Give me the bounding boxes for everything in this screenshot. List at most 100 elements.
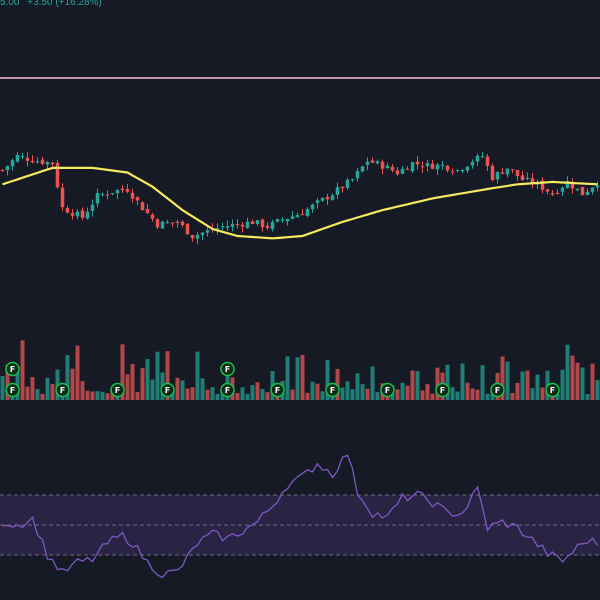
volume-bar (420, 390, 425, 400)
candle-body (15, 154, 20, 162)
candle-body (550, 193, 555, 195)
event-marker[interactable] (160, 382, 175, 398)
candle-body (295, 214, 300, 218)
volume-bar (220, 391, 225, 400)
candle-body (275, 219, 280, 222)
volume-bar (510, 392, 515, 400)
volume-bar (40, 393, 45, 400)
candle-body (290, 216, 295, 219)
volume-bar (70, 368, 75, 400)
candle-body (460, 170, 465, 172)
candle-body (165, 222, 170, 224)
event-marker[interactable] (270, 382, 285, 398)
candle-body (160, 221, 165, 229)
volume-bar (320, 391, 325, 400)
candle-body (565, 181, 570, 189)
volume-bar (95, 391, 100, 400)
event-marker-label: F (330, 386, 335, 395)
volume-bar (215, 393, 220, 400)
price-panel[interactable] (0, 77, 600, 244)
candle-body (500, 172, 505, 174)
candle-body (260, 219, 265, 228)
volume-bar (350, 389, 355, 400)
event-marker[interactable] (435, 382, 450, 398)
volume-bar (405, 385, 410, 400)
volume-bar (375, 392, 380, 400)
volume-bar (105, 393, 110, 400)
volume-bar (555, 393, 560, 400)
volume-panel[interactable]: F F F F F F F F F F F F F (0, 340, 600, 400)
event-marker[interactable] (5, 361, 20, 377)
candle-body (350, 179, 355, 181)
candle-body (505, 168, 510, 175)
candle-body (375, 161, 380, 164)
candle-body (70, 213, 75, 216)
candle-body (190, 234, 195, 239)
volume-bar (125, 374, 130, 400)
candle-body (265, 225, 270, 228)
volume-bar (0, 376, 5, 400)
candle-body (65, 208, 70, 213)
volume-bar (580, 367, 585, 400)
candle-body (90, 204, 95, 211)
candle-body (45, 162, 50, 165)
candle-body (140, 202, 145, 211)
volume-bar (560, 369, 565, 400)
candle-body (10, 160, 15, 167)
candle-body (5, 165, 10, 171)
candle-body (385, 165, 390, 169)
event-marker-label: F (275, 386, 280, 395)
volume-bar (480, 365, 485, 400)
event-marker-label: F (440, 386, 445, 395)
candle-body (320, 197, 325, 201)
volume-bar (325, 360, 330, 400)
event-marker[interactable] (55, 382, 70, 398)
event-marker-label: F (165, 386, 170, 395)
volume-bar (150, 379, 155, 400)
candle-body (395, 170, 400, 175)
event-marker[interactable] (220, 382, 235, 398)
candle-body (125, 189, 130, 192)
candle-body (340, 186, 345, 189)
volume-bar (310, 381, 315, 400)
volume-bar (100, 391, 105, 400)
event-marker[interactable] (220, 361, 235, 377)
volume-bar (245, 393, 250, 400)
event-marker[interactable] (110, 382, 125, 398)
candle-body (520, 175, 525, 181)
candle-body (20, 156, 25, 158)
candle-body (195, 234, 200, 239)
event-marker[interactable] (5, 382, 20, 398)
volume-bar (515, 382, 520, 400)
candle-body (555, 192, 560, 194)
volume-bar (295, 357, 300, 400)
candle-body (405, 168, 410, 170)
candle-body (415, 161, 420, 165)
candle-body (485, 156, 490, 166)
volume-bar (205, 389, 210, 400)
candle-body (215, 228, 220, 230)
event-marker[interactable] (380, 382, 395, 398)
candle-body (560, 187, 565, 192)
event-marker-label: F (385, 386, 390, 395)
volume-bar (590, 363, 595, 400)
volume-bar (430, 393, 435, 400)
event-marker[interactable] (545, 382, 560, 398)
volume-bar (475, 389, 480, 400)
rsi-panel[interactable] (0, 454, 600, 579)
event-marker[interactable] (490, 382, 505, 398)
volume-bar (80, 381, 85, 400)
candle-body (435, 164, 440, 170)
candle-body (540, 180, 545, 190)
volume-bar (180, 380, 185, 400)
candle-body (60, 187, 65, 208)
volume-bar (90, 391, 95, 400)
volume-bar (145, 359, 150, 400)
volume-bar (5, 364, 10, 400)
event-marker[interactable] (325, 382, 340, 398)
candle-body (180, 221, 185, 226)
volume-bar (50, 384, 55, 400)
candle-body (115, 189, 120, 194)
candle-body (55, 162, 60, 188)
